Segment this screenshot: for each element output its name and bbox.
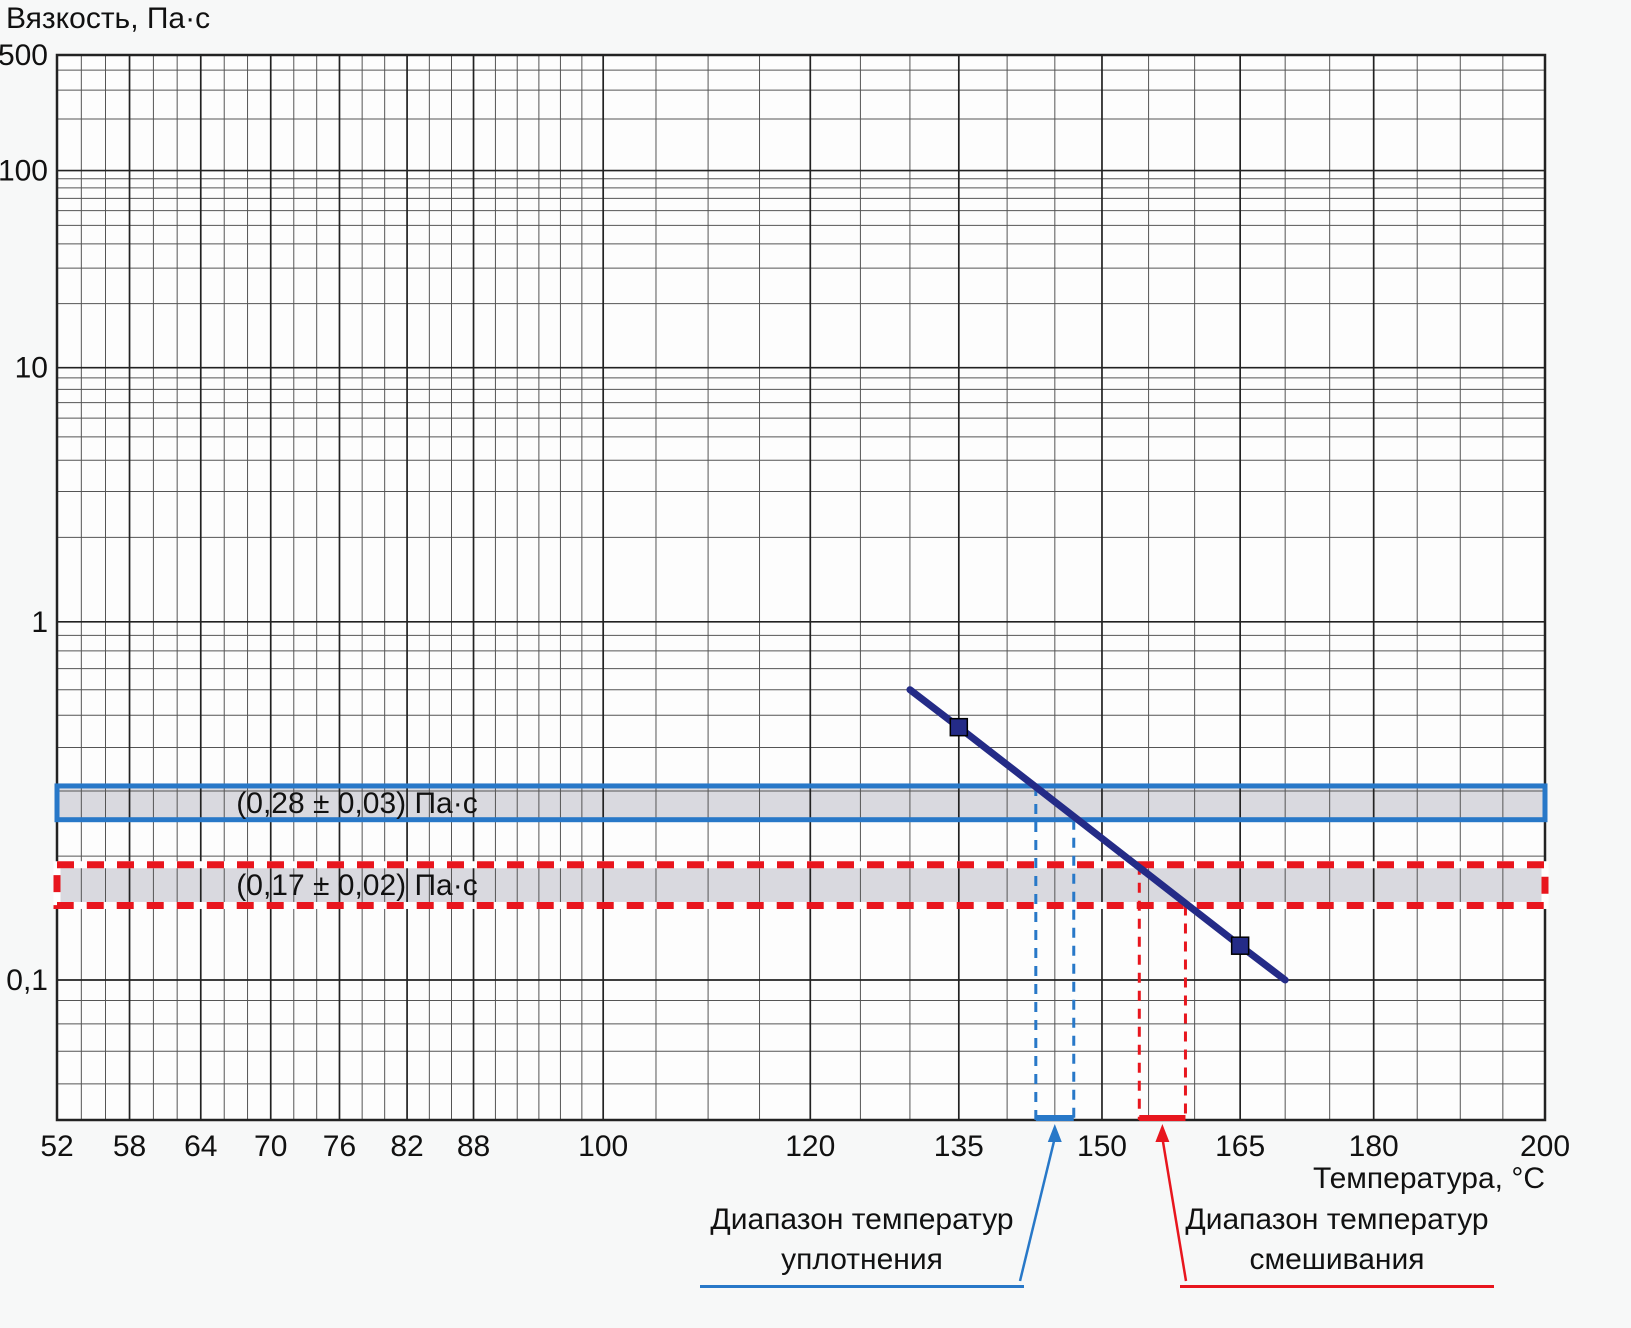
mixing-temperature-range-connector — [1161, 1137, 1188, 1282]
data-point-marker — [949, 717, 969, 737]
y-tick-labels: 500 100 10 1 0,1 — [0, 39, 48, 997]
x-tick-label: 165 — [1215, 1130, 1265, 1163]
y-tick-label: 100 — [0, 155, 48, 188]
mixing-viscosity-band-border — [53, 861, 1549, 909]
band-fills — [57, 785, 1545, 906]
x-tick-label: 88 — [457, 1130, 490, 1163]
mixing-viscosity-band-label: (0,17 ± 0,02) Па·с — [236, 869, 477, 902]
x-tick-label: 64 — [184, 1130, 217, 1163]
y-axis-title: Вязкость, Па·с — [6, 2, 211, 35]
bands: (0,28 ± 0,03) Па·с (0,17 ± 0,02) Па·с — [53, 783, 1549, 909]
mixing-annotation-line-2: смешивания — [1249, 1243, 1425, 1276]
x-axis-title: Температура, °C — [1312, 1162, 1545, 1195]
mixing-range-annotation: Диапазон температур смешивания — [1180, 1200, 1494, 1288]
x-tick-label: 120 — [785, 1130, 835, 1163]
x-tick-label: 58 — [113, 1130, 146, 1163]
x-tick-label: 82 — [390, 1130, 423, 1163]
compaction-range-annotation: Диапазон температур уплотнения — [700, 1200, 1024, 1288]
y-tick-label: 500 — [0, 39, 48, 72]
x-tick-label: 135 — [934, 1130, 984, 1163]
compaction-viscosity-band-label: (0,28 ± 0,03) Па·с — [236, 787, 477, 820]
data-point-marker — [1230, 936, 1250, 955]
plot-background — [57, 55, 1545, 1120]
compaction-annotation-line-2: уплотнения — [781, 1243, 943, 1276]
y-tick-label: 10 — [15, 352, 48, 385]
compaction-temperature-range-connector — [1018, 1137, 1056, 1282]
x-tick-label: 52 — [40, 1130, 73, 1163]
compaction-viscosity-band-border — [54, 783, 1548, 823]
compaction-temperature-range-arrowhead-icon — [1047, 1124, 1062, 1142]
x-tick-label: 150 — [1077, 1130, 1127, 1163]
compaction-annotation-line-1: Диапазон температур — [710, 1203, 1014, 1236]
y-tick-label: 0,1 — [6, 964, 48, 997]
series-viscosity-temperature-line — [906, 686, 1289, 984]
compaction-viscosity-band-fill — [57, 785, 1545, 820]
mixing-viscosity-band-fill — [57, 864, 1545, 906]
x-tick-label: 200 — [1520, 1130, 1570, 1163]
x-tick-label: 180 — [1349, 1130, 1399, 1163]
x-tick-label: 76 — [323, 1130, 356, 1163]
grid-major — [55, 53, 1547, 1122]
x-tick-labels: 52 58 64 70 76 82 88 100 120 135 150 165 180 200 — [40, 1130, 1570, 1163]
temperature-ranges — [1018, 785, 1188, 1282]
mixing-annotation-line-1: Диапазон температур — [1185, 1203, 1489, 1236]
viscosity-temperature-line — [906, 686, 1289, 984]
mixing-temperature-range-arrowhead-icon — [1155, 1124, 1170, 1142]
x-tick-label: 70 — [254, 1130, 287, 1163]
x-tick-label: 100 — [578, 1130, 628, 1163]
y-tick-label: 1 — [31, 606, 48, 639]
